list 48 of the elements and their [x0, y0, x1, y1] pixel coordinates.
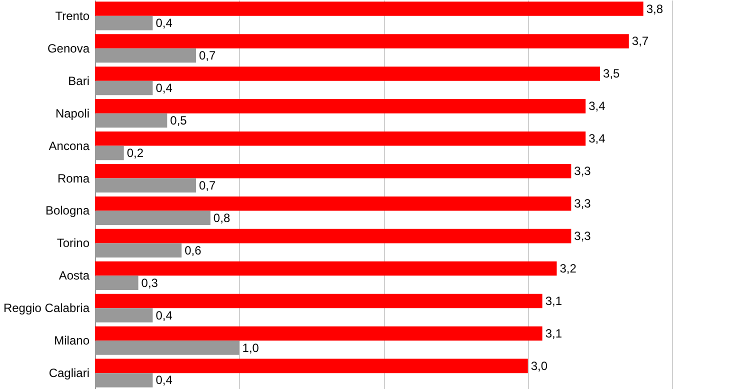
data-label: 3,2: [560, 262, 577, 276]
bar: [95, 34, 629, 48]
bar: [95, 358, 528, 374]
y-tick-label: Trento: [55, 8, 90, 23]
y-tick-label: Genova: [47, 41, 90, 56]
y-tick-label: Torino: [56, 236, 90, 250]
data-label: 0,2: [126, 146, 144, 160]
y-tick-label: Reggio Calabria: [3, 301, 90, 316]
data-label: 3,3: [574, 164, 592, 178]
data-label: 3,4: [588, 132, 606, 146]
data-label: 3,8: [646, 2, 664, 16]
bar: [95, 294, 542, 308]
y-tick-label: Cagliari: [48, 366, 90, 380]
data-label: 3,4: [588, 99, 606, 114]
data-label: 0,4: [156, 16, 173, 30]
y-tick-label: Napoli: [55, 106, 90, 120]
bar: [95, 326, 542, 341]
y-tick-label: Ancona: [48, 138, 90, 153]
data-label: 0,4: [156, 373, 173, 388]
y-tick-label: Bologna: [45, 204, 90, 218]
data-label: 3,1: [545, 326, 562, 340]
data-label: 3,5: [603, 66, 620, 81]
y-tick-label: Aosta: [58, 268, 90, 283]
data-label: 3,3: [574, 196, 592, 211]
data-label: 3,1: [545, 294, 562, 308]
data-label: 0,4: [156, 80, 173, 95]
data-label: 3,7: [632, 34, 649, 48]
data-label: 0,8: [213, 210, 230, 225]
bar: [95, 2, 644, 16]
data-label: 0,6: [184, 243, 202, 258]
bar: [95, 66, 600, 81]
y-tick-label: Bari: [68, 74, 90, 88]
bar: [95, 228, 572, 244]
data-label: 0,7: [199, 48, 216, 63]
bar: [95, 99, 586, 114]
bar: [95, 261, 557, 276]
y-tick-label: Roma: [57, 171, 90, 186]
data-label: 0,4: [156, 308, 173, 322]
data-label: 3,3: [574, 229, 592, 244]
bar: [95, 164, 572, 178]
data-label: 0,3: [141, 276, 158, 290]
y-tick-label: Milano: [54, 334, 90, 348]
data-label: 1,0: [242, 340, 260, 355]
data-label: 0,5: [170, 113, 188, 128]
data-label: 0,7: [199, 178, 216, 192]
bar: [95, 196, 572, 211]
bar: [95, 132, 586, 146]
data-label: 3,0: [530, 358, 548, 373]
